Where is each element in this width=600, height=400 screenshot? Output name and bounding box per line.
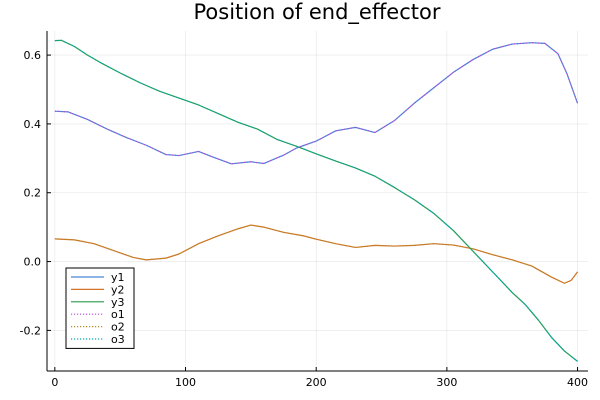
legend-label-o2: o2	[111, 321, 125, 334]
legend-label-o1: o1	[111, 308, 125, 321]
legend-box	[65, 267, 135, 349]
legend-label-o3: o3	[111, 333, 125, 346]
legend-label-y3: y3	[111, 296, 125, 309]
x-tick-label: 300	[436, 376, 457, 389]
series-line-o2	[54, 224, 579, 284]
y-tick-labels: -0.2 0.0 0.2 0.4 0.6	[20, 49, 41, 337]
x-tick-label: 100	[175, 376, 196, 389]
x-tick-labels: 0 100 200 300 400	[51, 376, 588, 389]
series-line-y3	[54, 39, 578, 362]
x-tick-label: 0	[51, 376, 58, 389]
y-tick-label: -0.2	[20, 324, 41, 337]
y-tick-label: 0.6	[24, 49, 42, 62]
chart-title: Position of end_effector	[194, 0, 441, 25]
legend-label-y2: y2	[111, 283, 125, 296]
y-tick-label: 0.2	[24, 187, 42, 200]
legend-label-y1: y1	[111, 271, 125, 284]
x-tick-label: 200	[306, 376, 327, 389]
plot-area	[54, 39, 579, 362]
y-tick-label: 0.0	[24, 256, 42, 269]
x-tick-label: 400	[567, 376, 588, 389]
grid-lines	[47, 31, 588, 371]
axes	[46, 31, 588, 372]
series-line-o1	[54, 42, 579, 165]
y-tick-label: 0.4	[24, 118, 42, 131]
